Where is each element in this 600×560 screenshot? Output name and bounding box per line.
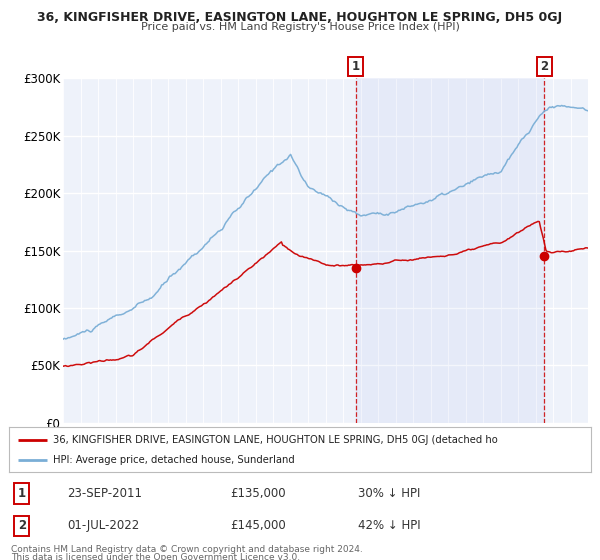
Text: 1: 1 <box>352 60 360 73</box>
Text: Price paid vs. HM Land Registry's House Price Index (HPI): Price paid vs. HM Land Registry's House … <box>140 22 460 32</box>
Text: 36, KINGFISHER DRIVE, EASINGTON LANE, HOUGHTON LE SPRING, DH5 0GJ: 36, KINGFISHER DRIVE, EASINGTON LANE, HO… <box>37 11 563 24</box>
Text: £145,000: £145,000 <box>230 519 286 532</box>
Text: 2: 2 <box>540 60 548 73</box>
Text: 23-SEP-2011: 23-SEP-2011 <box>67 487 142 500</box>
Text: Contains HM Land Registry data © Crown copyright and database right 2024.: Contains HM Land Registry data © Crown c… <box>11 545 362 554</box>
Text: HPI: Average price, detached house, Sunderland: HPI: Average price, detached house, Sund… <box>53 455 295 465</box>
Text: 30% ↓ HPI: 30% ↓ HPI <box>358 487 421 500</box>
Text: 36, KINGFISHER DRIVE, EASINGTON LANE, HOUGHTON LE SPRING, DH5 0GJ (detached ho: 36, KINGFISHER DRIVE, EASINGTON LANE, HO… <box>53 435 497 445</box>
Text: 1: 1 <box>18 487 26 500</box>
Bar <box>356 78 544 423</box>
Text: 2: 2 <box>18 519 26 532</box>
Text: This data is licensed under the Open Government Licence v3.0.: This data is licensed under the Open Gov… <box>11 553 300 560</box>
Text: 01-JUL-2022: 01-JUL-2022 <box>67 519 139 532</box>
Text: £135,000: £135,000 <box>230 487 286 500</box>
Text: 42% ↓ HPI: 42% ↓ HPI <box>358 519 421 532</box>
